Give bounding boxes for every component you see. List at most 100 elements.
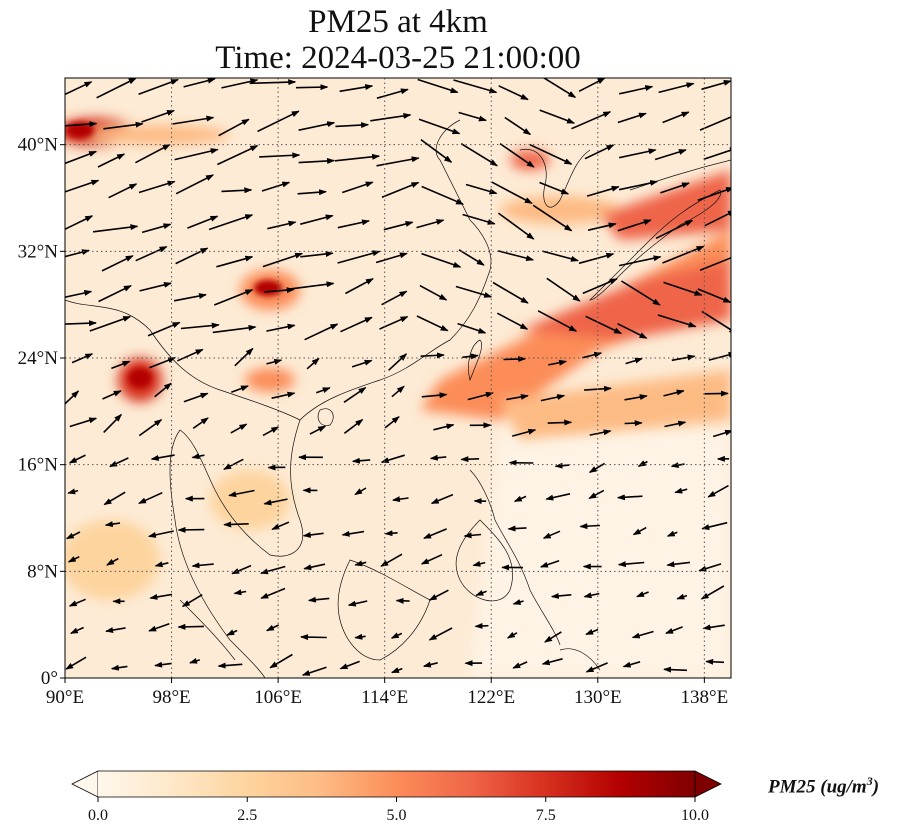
wind-arrow <box>192 417 209 429</box>
wind-arrow <box>354 487 367 496</box>
wind-arrow <box>65 179 100 193</box>
wind-arrow <box>529 143 573 165</box>
wind-arrow <box>97 153 126 168</box>
wind-arrow <box>660 182 690 194</box>
wind-arrow <box>657 314 697 328</box>
wind-arrow <box>506 393 529 401</box>
wind-arrow <box>708 351 731 361</box>
wind-arrow <box>298 121 336 131</box>
colorbar-tick-label: 10.0 <box>681 807 709 824</box>
wind-arrow <box>585 315 623 335</box>
wind-arrow <box>230 423 248 434</box>
wind-arrow <box>636 591 649 598</box>
wind-arrow <box>537 310 578 332</box>
wind-arrow <box>541 658 563 666</box>
wind-arrow <box>263 498 288 506</box>
wind-arrow <box>67 555 80 563</box>
wind-arrow <box>699 256 731 272</box>
wind-arrow <box>542 78 577 98</box>
wind-arrow <box>589 429 612 436</box>
wind-arrow <box>141 223 172 234</box>
wind-arrow <box>617 322 648 339</box>
wind-arrow <box>111 360 131 370</box>
wind-arrow <box>302 531 324 538</box>
wind-arrow <box>702 624 725 631</box>
wind-arrow <box>147 321 181 337</box>
wind-arrow <box>542 250 579 262</box>
wind-arrow <box>218 118 250 137</box>
wind-arrow <box>632 526 647 536</box>
wind-arrow <box>390 667 403 674</box>
colorbar-extend-max <box>694 770 722 798</box>
wind-arrow <box>231 385 249 394</box>
wind-arrow <box>663 666 688 673</box>
wind-arrow <box>187 215 219 229</box>
lon-tick-label: 98°E <box>152 687 190 708</box>
wind-arrow <box>214 289 254 306</box>
wind-arrow <box>212 324 257 334</box>
wind-arrow <box>381 290 408 306</box>
wind-arrow <box>223 458 244 471</box>
wind-arrow <box>578 252 615 265</box>
wind-arrow <box>265 624 280 632</box>
wind-arrow <box>512 661 528 669</box>
wind-arrow <box>579 523 600 530</box>
wind-arrow <box>351 457 371 464</box>
wind-arrow <box>463 532 482 539</box>
wind-arrow <box>306 357 320 370</box>
lat-tick-label: 32°N <box>18 241 59 262</box>
wind-arrow <box>139 281 172 292</box>
wind-arrow <box>625 357 643 365</box>
wind-arrow <box>104 521 121 528</box>
wind-arrow <box>554 462 570 469</box>
wind-arrow <box>467 391 494 401</box>
wind-arrow <box>503 356 527 363</box>
wind-arrow <box>588 462 606 473</box>
wind-arrow <box>428 627 453 641</box>
wind-arrow <box>141 109 175 123</box>
wind-arrow <box>662 111 690 124</box>
wind-arrow <box>540 394 566 402</box>
wind-arrow <box>547 419 573 426</box>
wind-arrow <box>180 322 220 330</box>
wind-arrow <box>506 631 518 639</box>
colorbar-ticks: 0.0 2.5 5.0 7.5 10.0 <box>88 797 709 824</box>
wind-arrow <box>433 423 455 431</box>
wind-arrow <box>343 386 367 403</box>
colorbar-label: PM25 (ug/m3) <box>768 774 880 798</box>
wind-arrow <box>571 111 612 130</box>
wind-arrow <box>622 661 641 668</box>
wind-arrow <box>108 183 138 199</box>
wind-arrow <box>497 250 535 262</box>
wind-arrow <box>183 392 209 403</box>
gridlines <box>65 78 731 678</box>
wind-arrow <box>376 156 420 167</box>
wind-arrow <box>513 495 527 503</box>
wind-arrow <box>191 453 205 460</box>
wind-arrow <box>624 420 643 427</box>
wind-arrow <box>173 293 207 302</box>
wind-arrow <box>453 79 498 94</box>
colorbar: 0.0 2.5 5.0 7.5 10.0 <box>71 770 722 824</box>
wind-arrow <box>109 457 129 468</box>
wind-arrow <box>458 249 485 266</box>
wind-arrow <box>297 189 327 196</box>
wind-arrow <box>462 213 496 225</box>
lon-tick-label: 90°E <box>46 687 84 708</box>
wind-arrow <box>698 563 722 572</box>
wind-arrow <box>417 78 459 94</box>
wind-arrow <box>221 187 253 194</box>
wind-arrow <box>507 525 527 532</box>
wind-arrow <box>147 530 174 538</box>
wind-arrow <box>419 284 448 301</box>
wind-arrow <box>511 428 537 437</box>
wind-arrow <box>175 247 209 265</box>
wind-arrow <box>337 250 381 264</box>
wind-arrow <box>67 488 79 495</box>
wind-arrow <box>631 630 654 639</box>
wind-arrow <box>418 118 461 135</box>
wind-arrow <box>619 85 654 95</box>
wind-arrow <box>102 390 122 400</box>
wind-arrow <box>71 353 94 364</box>
wind-arrow <box>234 347 254 367</box>
